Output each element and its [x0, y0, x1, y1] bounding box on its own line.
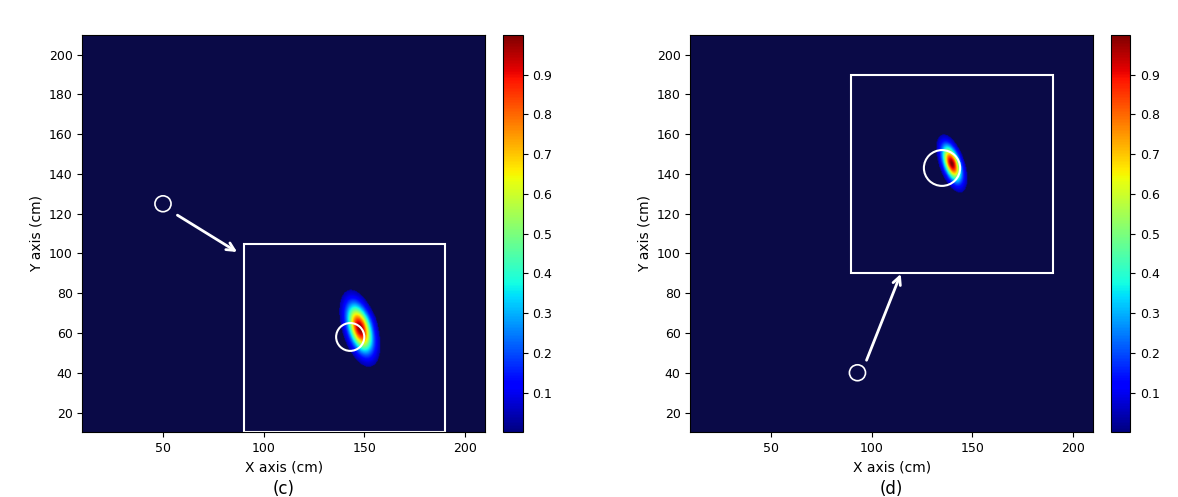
X-axis label: X axis (cm): X axis (cm) — [853, 461, 931, 475]
Y-axis label: Y axis (cm): Y axis (cm) — [29, 195, 44, 272]
Text: (d): (d) — [880, 480, 904, 497]
Text: (c): (c) — [273, 480, 294, 497]
Bar — [244, 244, 445, 432]
X-axis label: X axis (cm): X axis (cm) — [245, 461, 323, 475]
Y-axis label: Y axis (cm): Y axis (cm) — [637, 195, 651, 272]
Bar — [852, 75, 1053, 273]
